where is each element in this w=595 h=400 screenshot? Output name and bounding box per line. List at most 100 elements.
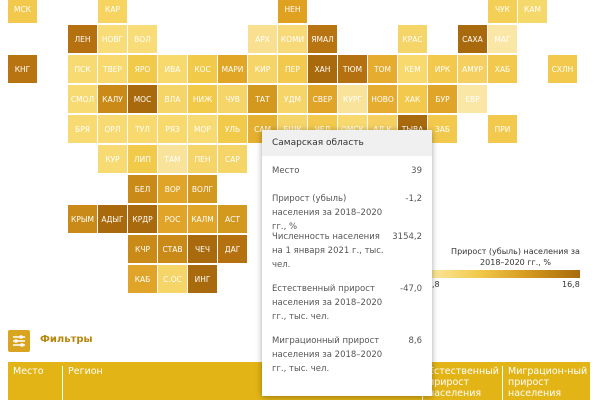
region-tile[interactable]: ЯМАЛ xyxy=(308,25,337,53)
region-tile[interactable]: ВОР xyxy=(158,175,187,203)
region-tile[interactable]: МОС xyxy=(128,85,157,113)
column-header[interactable]: Естественный прирост населения xyxy=(422,366,502,400)
region-tile[interactable]: СВЕР xyxy=(308,85,337,113)
region-tile[interactable]: ХАК xyxy=(398,85,427,113)
tooltip-label: Естественный прирост населения за 2018–2… xyxy=(272,284,383,322)
tooltip-label: Численность населения на 1 января 2021 г… xyxy=(272,232,384,270)
region-tile[interactable]: КАМ xyxy=(518,0,547,23)
region-tile[interactable]: САХА xyxy=(458,25,487,53)
column-header[interactable]: Регион xyxy=(62,366,258,400)
region-tile[interactable]: С.ОС xyxy=(158,265,187,293)
region-tile[interactable]: ИНГ xyxy=(188,265,217,293)
filter-icon[interactable] xyxy=(8,330,30,352)
legend-max: 16,8 xyxy=(562,280,580,289)
region-tile[interactable]: ИВА xyxy=(158,55,187,83)
region-tile[interactable]: ЯРО xyxy=(128,55,157,83)
legend-title: Прирост (убыль) населения за 2018–2020 г… xyxy=(451,247,580,267)
tooltip-value: 3154,2 xyxy=(392,232,422,242)
tooltip-title: Самарская область xyxy=(262,130,432,156)
region-tile[interactable]: НОВГ xyxy=(98,25,127,53)
region-tile[interactable]: ОРЛ xyxy=(98,115,127,143)
region-tile[interactable]: САР xyxy=(218,145,247,173)
region-tile[interactable]: МОР xyxy=(188,115,217,143)
filter-label[interactable]: Фильтры xyxy=(40,334,93,345)
region-tile[interactable]: ПЕН xyxy=(188,145,217,173)
region-tile[interactable]: ЧЕЧ xyxy=(188,235,217,263)
region-tile[interactable]: ПРИ xyxy=(488,115,517,143)
region-tile[interactable]: БЕЛ xyxy=(128,175,157,203)
region-tile[interactable]: ВОЛ xyxy=(128,25,157,53)
region-tile[interactable]: НИЖ xyxy=(188,85,217,113)
region-tile[interactable]: АМУР xyxy=(458,55,487,83)
region-tile[interactable]: КАБ xyxy=(128,265,157,293)
region-tile[interactable]: УДМ xyxy=(278,85,307,113)
region-tile[interactable]: ЧУВ xyxy=(218,85,247,113)
region-tile[interactable]: ЗАБ xyxy=(428,115,457,143)
tooltip-row: Место 39 xyxy=(262,164,432,178)
region-tile[interactable]: ИРК xyxy=(428,55,457,83)
region-tile[interactable]: КУР xyxy=(98,145,127,173)
region-tile[interactable]: ТУЛ xyxy=(128,115,157,143)
region-tile[interactable]: КНГ xyxy=(8,55,37,83)
region-tile[interactable]: ТАТ xyxy=(248,85,277,113)
region-tile[interactable]: КОС xyxy=(188,55,217,83)
region-tile[interactable]: КАЛМ xyxy=(188,205,217,233)
region-tile[interactable]: СМОЛ xyxy=(68,85,97,113)
region-tile[interactable]: УЛЬ xyxy=(218,115,247,143)
region-tile[interactable]: ПЕР xyxy=(278,55,307,83)
region-tile[interactable]: ЛИП xyxy=(128,145,157,173)
region-tile[interactable]: КЧР xyxy=(128,235,157,263)
tooltip-row: Естественный прирост населения за 2018–2… xyxy=(262,282,432,324)
region-tile[interactable]: КАЛУ xyxy=(98,85,127,113)
region-tile[interactable]: ЧУК xyxy=(488,0,517,23)
region-tile[interactable]: АСТ xyxy=(218,205,247,233)
region-tile[interactable]: ЛЕН xyxy=(68,25,97,53)
legend-gradient xyxy=(428,270,580,278)
region-tile[interactable]: ХАН xyxy=(308,55,337,83)
region-tile[interactable]: НЕН xyxy=(278,0,307,23)
region-tile[interactable]: МАГ xyxy=(488,25,517,53)
tooltip-row: Численность населения на 1 января 2021 г… xyxy=(262,230,432,272)
region-tile[interactable]: БУР xyxy=(428,85,457,113)
region-tile[interactable]: РОС xyxy=(158,205,187,233)
tooltip-value: 8,6 xyxy=(408,336,422,346)
region-tile[interactable]: СХЛН xyxy=(548,55,577,83)
region-tile[interactable]: ХАБ xyxy=(488,55,517,83)
region-tile[interactable]: ПСК xyxy=(68,55,97,83)
region-tile[interactable]: СТАВ xyxy=(158,235,187,263)
region-tile[interactable]: МСК xyxy=(8,0,37,23)
region-tile[interactable]: КОМИ xyxy=(278,25,307,53)
region-tile[interactable]: НОВО xyxy=(368,85,397,113)
region-tile[interactable]: МАРИ xyxy=(218,55,247,83)
region-tile[interactable]: КРДР xyxy=(128,205,157,233)
region-tile[interactable]: ТЮМ xyxy=(338,55,367,83)
tooltip: Самарская область Место 39 Прирост (убыль)… xyxy=(262,130,432,396)
tooltip-label: Место xyxy=(272,166,300,176)
region-tile[interactable]: ВЛА xyxy=(158,85,187,113)
column-header[interactable]: Миграцион-ный прирост населения xyxy=(502,366,588,400)
tooltip-row: Миграционный прирост населения за 2018–2… xyxy=(262,334,432,376)
tooltip-value: -1,2 xyxy=(405,194,422,204)
region-tile[interactable]: КУРГ xyxy=(338,85,367,113)
region-tile[interactable]: КЕМ xyxy=(398,55,427,83)
region-tile[interactable]: КРАС xyxy=(398,25,427,53)
region-tile[interactable]: АРХ xyxy=(248,25,277,53)
region-tile[interactable]: КРЫМ xyxy=(68,205,97,233)
region-tile[interactable]: ДАГ xyxy=(218,235,247,263)
region-tile[interactable]: АДЫГ xyxy=(98,205,127,233)
region-tile[interactable]: ТОМ xyxy=(368,55,397,83)
region-tile[interactable]: БРЯ xyxy=(68,115,97,143)
region-tile[interactable]: ТВЕР xyxy=(98,55,127,83)
column-header[interactable]: Место xyxy=(13,366,44,377)
region-tile[interactable]: ВОЛГ xyxy=(188,175,217,203)
region-tile[interactable]: ЕВР xyxy=(458,85,487,113)
region-tile[interactable]: КИР xyxy=(248,55,277,83)
region-tile[interactable]: КАР xyxy=(98,0,127,23)
tooltip-label: Прирост (убыль) населения за 2018–2020 г… xyxy=(272,194,383,232)
tooltip-row: Прирост (убыль) населения за 2018–2020 г… xyxy=(262,192,432,234)
region-tile[interactable]: ТАМ xyxy=(158,145,187,173)
region-tile[interactable]: РЯЗ xyxy=(158,115,187,143)
tooltip-value: -47,0 xyxy=(400,284,422,294)
tooltip-label: Миграционный прирост населения за 2018–2… xyxy=(272,336,383,374)
